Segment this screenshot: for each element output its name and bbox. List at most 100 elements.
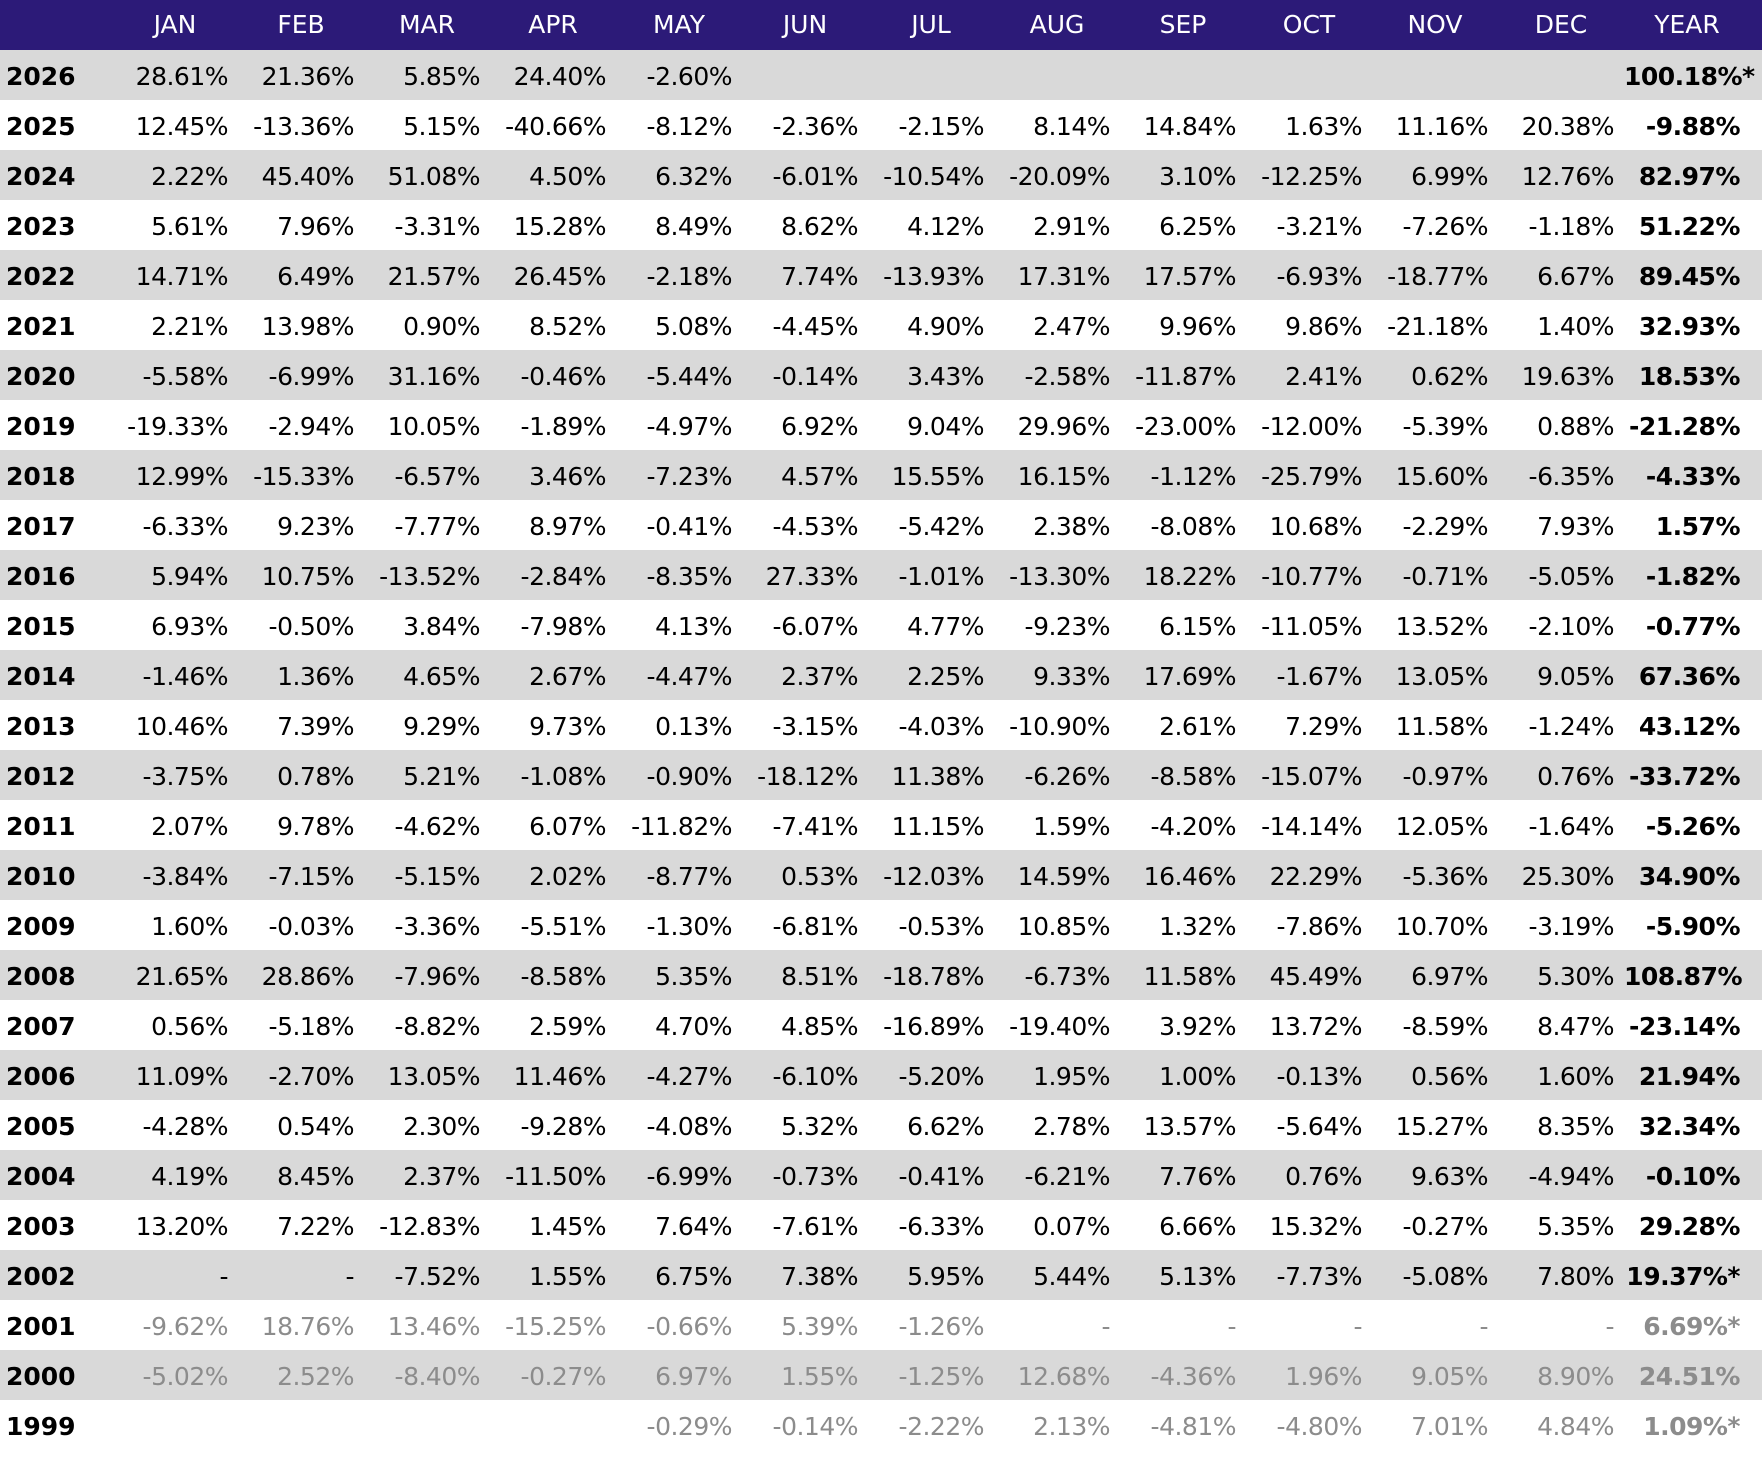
month-return: -8.58% <box>1150 762 1237 791</box>
column-header: JAN <box>153 10 197 39</box>
month-return: 0.76% <box>1285 1162 1362 1191</box>
month-return: -2.60% <box>646 62 733 91</box>
month-return: -6.01% <box>772 162 859 191</box>
month-return: 10.46% <box>135 712 229 741</box>
month-return: -3.36% <box>394 912 481 941</box>
month-return: 13.98% <box>261 312 355 341</box>
month-return: 24.40% <box>513 62 607 91</box>
month-return: -4.08% <box>646 1112 733 1141</box>
month-return: -10.54% <box>883 162 984 191</box>
month-return: -7.73% <box>1276 1262 1363 1291</box>
month-return: -18.78% <box>883 962 984 991</box>
month-return: 9.78% <box>277 812 354 841</box>
table-row: 2020 -5.58% -6.99% 31.16% -0.46% -5.44% -0.14%… <box>0 350 1762 400</box>
month-return: -5.64% <box>1276 1112 1363 1141</box>
month-return: 6.99% <box>1411 162 1488 191</box>
month-return: -8.59% <box>1402 1012 1489 1041</box>
month-return: 1.60% <box>1537 1062 1614 1091</box>
month-return: -0.97% <box>1402 762 1489 791</box>
month-return: 45.40% <box>261 162 355 191</box>
year-label: 2004 <box>6 1162 76 1191</box>
column-header: JUN <box>782 10 828 39</box>
month-return: -8.35% <box>646 562 733 591</box>
month-return: -4.28% <box>142 1112 229 1141</box>
month-return: 11.15% <box>891 812 985 841</box>
year-label: 2017 <box>6 512 76 541</box>
month-return: -1.08% <box>520 762 607 791</box>
month-return: 20.38% <box>1521 112 1615 141</box>
year-total: 82.97% <box>1638 162 1741 191</box>
year-total: -4.33% <box>1645 462 1741 491</box>
year-total: -23.14% <box>1628 1012 1741 1041</box>
month-return: -1.67% <box>1276 662 1363 691</box>
column-header: NOV <box>1407 10 1463 39</box>
year-label: 2014 <box>6 662 76 691</box>
month-return: -16.89% <box>883 1012 984 1041</box>
month-return: 12.76% <box>1521 162 1615 191</box>
month-return: 13.46% <box>387 1312 481 1341</box>
month-return: 8.49% <box>655 212 732 241</box>
month-return: 0.78% <box>277 762 354 791</box>
month-return: 0.90% <box>403 312 480 341</box>
column-header: APR <box>528 10 578 39</box>
month-return: -0.14% <box>772 362 859 391</box>
table-row: 1999 -0.29% -0.14% -2.22% 2.13% -4.81% -4.80% 7… <box>0 1400 1762 1450</box>
year-label: 2026 <box>6 62 76 91</box>
month-return: -8.82% <box>394 1012 481 1041</box>
month-return: 4.19% <box>151 1162 228 1191</box>
month-return: -2.58% <box>1024 362 1111 391</box>
month-return: -12.83% <box>379 1212 480 1241</box>
month-return: -0.27% <box>520 1362 607 1391</box>
month-return: -0.13% <box>1276 1062 1363 1091</box>
month-return: -1.64% <box>1528 812 1615 841</box>
month-return: -12.00% <box>1261 412 1362 441</box>
month-return: 19.63% <box>1521 362 1615 391</box>
month-return: 2.25% <box>907 662 984 691</box>
month-return: 2.47% <box>1033 312 1110 341</box>
month-return: -5.44% <box>646 362 733 391</box>
table-row: 2014 -1.46% 1.36% 4.65% 2.67% -4.47% 2.37% 2.25… <box>0 650 1762 700</box>
month-return: -5.05% <box>1528 562 1615 591</box>
month-return: -2.18% <box>646 262 733 291</box>
month-return: -15.33% <box>253 462 354 491</box>
month-return: 0.07% <box>1033 1212 1110 1241</box>
month-return: 4.84% <box>1537 1412 1614 1441</box>
year-label: 2010 <box>6 862 76 891</box>
month-return: -5.18% <box>268 1012 355 1041</box>
month-return: -2.94% <box>268 412 355 441</box>
month-return: 8.35% <box>1537 1112 1614 1141</box>
month-return: 2.02% <box>529 862 606 891</box>
month-return: - <box>1479 1312 1488 1341</box>
month-return: -7.86% <box>1276 912 1363 941</box>
year-total: 19.37%* <box>1626 1262 1740 1291</box>
month-return: 21.36% <box>261 62 355 91</box>
month-return: 12.68% <box>1017 1362 1111 1391</box>
month-return: 7.01% <box>1411 1412 1488 1441</box>
month-return: 2.13% <box>1033 1412 1110 1441</box>
month-return: -19.33% <box>127 412 228 441</box>
month-return: -7.41% <box>772 812 859 841</box>
month-return: 4.50% <box>529 162 606 191</box>
year-label: 2021 <box>6 312 76 341</box>
month-return: 6.07% <box>529 812 606 841</box>
month-return: 15.60% <box>1395 462 1489 491</box>
month-return: 4.70% <box>655 1012 732 1041</box>
month-return: -8.08% <box>1150 512 1237 541</box>
month-return: -21.18% <box>1387 312 1488 341</box>
year-label: 2019 <box>6 412 76 441</box>
month-return: 15.55% <box>891 462 985 491</box>
year-total: 1.09%* <box>1643 1412 1740 1441</box>
month-return: -0.27% <box>1402 1212 1489 1241</box>
month-return: -7.61% <box>772 1212 859 1241</box>
year-label: 2020 <box>6 362 76 391</box>
year-label: 1999 <box>6 1412 76 1441</box>
month-return: -2.84% <box>520 562 607 591</box>
month-return: 13.72% <box>1269 1012 1363 1041</box>
month-return: 8.51% <box>781 962 858 991</box>
year-total: 18.53% <box>1638 362 1741 391</box>
month-return: 6.49% <box>277 262 354 291</box>
year-total: -0.77% <box>1645 612 1741 641</box>
month-return: 7.96% <box>277 212 354 241</box>
month-return: 28.61% <box>135 62 229 91</box>
table-row: 2017 -6.33% 9.23% -7.77% 8.97% -0.41% -4.53% -5… <box>0 500 1762 550</box>
